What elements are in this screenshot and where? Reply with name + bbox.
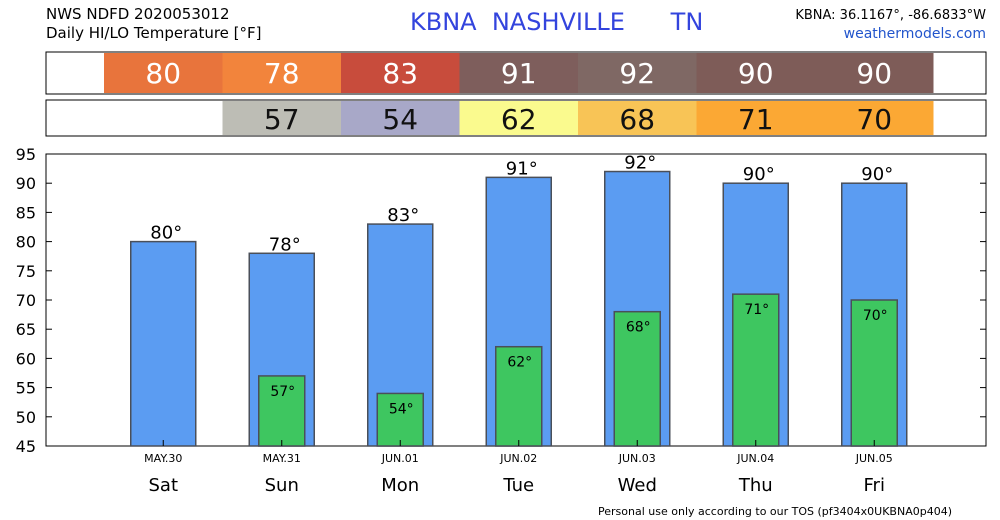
y-tick-label: 50: [16, 408, 36, 427]
lo-temp-label: 54°: [389, 401, 414, 417]
hi-temp-label: 80°: [150, 223, 182, 244]
station-title: KBNA NASHVILLE TN: [410, 8, 703, 36]
y-tick-label: 55: [16, 379, 36, 398]
hi-temp-label: 90°: [861, 164, 893, 185]
hi-temp-label: 91°: [506, 158, 538, 179]
x-date-label: JUN.03: [618, 452, 656, 465]
hi-strip-cell: [578, 53, 697, 93]
hi-strip-value: 91: [501, 57, 537, 90]
lo-strip-cell: [815, 101, 934, 135]
model-run-label: NWS NDFD 2020053012: [46, 5, 230, 23]
y-tick-label: 90: [16, 174, 36, 193]
x-date-label: JUN.04: [736, 452, 774, 465]
bars: 80° 78° 57° 83° 54° 91° 62° 92° 68° 90° 71° 90° 70°: [130, 153, 908, 447]
lo-strip-value: 62: [501, 103, 537, 136]
hi-strip: 80 78 83 91 92 90 90: [104, 53, 934, 93]
hi-temp-label: 92°: [624, 153, 656, 174]
station-coords: KBNA: 36.1167°, -86.6833°W: [795, 8, 986, 23]
x-axis: MAY.30 Sat MAY.31 Sun JUN.01 Mon JUN.02 Tue JUN.…: [144, 440, 893, 496]
hi-strip-cell: [815, 53, 934, 93]
hi-strip-value: 78: [264, 57, 300, 90]
x-day-label: Sat: [148, 475, 178, 496]
lo-strip-cell: [104, 101, 223, 135]
x-day-label: Wed: [618, 475, 657, 496]
x-day-label: Mon: [381, 475, 419, 496]
lo-temp-label: 57°: [270, 384, 295, 400]
lo-strip-cell: [459, 101, 578, 135]
lo-strip-cell: [222, 101, 341, 135]
hi-temp-label: 78°: [269, 234, 301, 255]
x-day-label: Sun: [265, 475, 299, 496]
hi-temp-label: 90°: [743, 164, 775, 185]
plot-area: 45 50 55 60 65 70 75 80 85 90 95 80° 78° 57° 83° 54° 91…: [16, 145, 987, 496]
hi-temp-label: 83°: [387, 205, 419, 226]
footer-note: Personal use only according to our TOS (…: [598, 505, 952, 518]
lo-strip: 57 54 62 68 71 70: [104, 101, 934, 136]
lo-temp-label: 71°: [744, 302, 769, 318]
hi-strip-value: 90: [738, 57, 774, 90]
x-day-label: Thu: [738, 475, 773, 496]
hi-strip-value: 80: [145, 57, 181, 90]
x-date-label: MAY.30: [144, 452, 182, 465]
x-day-label: Fri: [864, 475, 885, 496]
hi-strip-cell: [104, 53, 223, 93]
hi-strip-cell: [222, 53, 341, 93]
lo-strip-value: 57: [264, 103, 300, 136]
site-link[interactable]: weathermodels.com: [844, 26, 986, 42]
x-date-label: JUN.05: [855, 452, 893, 465]
y-tick-label: 80: [16, 233, 36, 252]
lo-temp-label: 68°: [626, 320, 651, 336]
x-date-label: JUN.02: [499, 452, 537, 465]
y-tick-label: 70: [16, 291, 36, 310]
lo-strip-cell: [696, 101, 815, 135]
hi-temp-bar: [130, 240, 197, 447]
lo-temp-bar: [613, 310, 661, 447]
hi-strip-value: 92: [619, 57, 655, 90]
x-date-label: JUN.01: [381, 452, 419, 465]
lo-strip-cell: [341, 101, 460, 135]
lo-temp-label: 70°: [863, 308, 888, 324]
hi-strip-value: 90: [856, 57, 892, 90]
lo-strip-value: 68: [619, 103, 655, 136]
y-tick-label: 85: [16, 203, 36, 222]
y-axis: 45 50 55 60 65 70 75 80 85 90 95: [16, 145, 986, 456]
y-tick-label: 45: [16, 437, 36, 456]
lo-temp-bar: [376, 392, 424, 447]
lo-temp-label: 62°: [507, 355, 532, 371]
lo-strip-value: 54: [382, 103, 418, 136]
lo-strip-value: 71: [738, 103, 774, 136]
y-tick-label: 60: [16, 349, 36, 368]
y-tick-label: 95: [16, 145, 36, 164]
lo-temp-bar: [732, 293, 780, 447]
hi-strip-cell: [459, 53, 578, 93]
y-tick-label: 75: [16, 262, 36, 281]
x-date-label: MAY.31: [263, 452, 301, 465]
lo-strip-cell: [578, 101, 697, 135]
hi-strip-cell: [696, 53, 815, 93]
y-tick-label: 65: [16, 320, 36, 339]
hi-lo-strips: 80 78 83 91 92 90 90 57 54 62 68 71 70: [45, 51, 987, 137]
x-day-label: Tue: [502, 475, 534, 496]
hi-strip-value: 83: [382, 57, 418, 90]
chart-title: Daily HI/LO Temperature [°F]: [46, 24, 262, 42]
hi-strip-cell: [341, 53, 460, 93]
lo-strip-value: 70: [856, 103, 892, 136]
